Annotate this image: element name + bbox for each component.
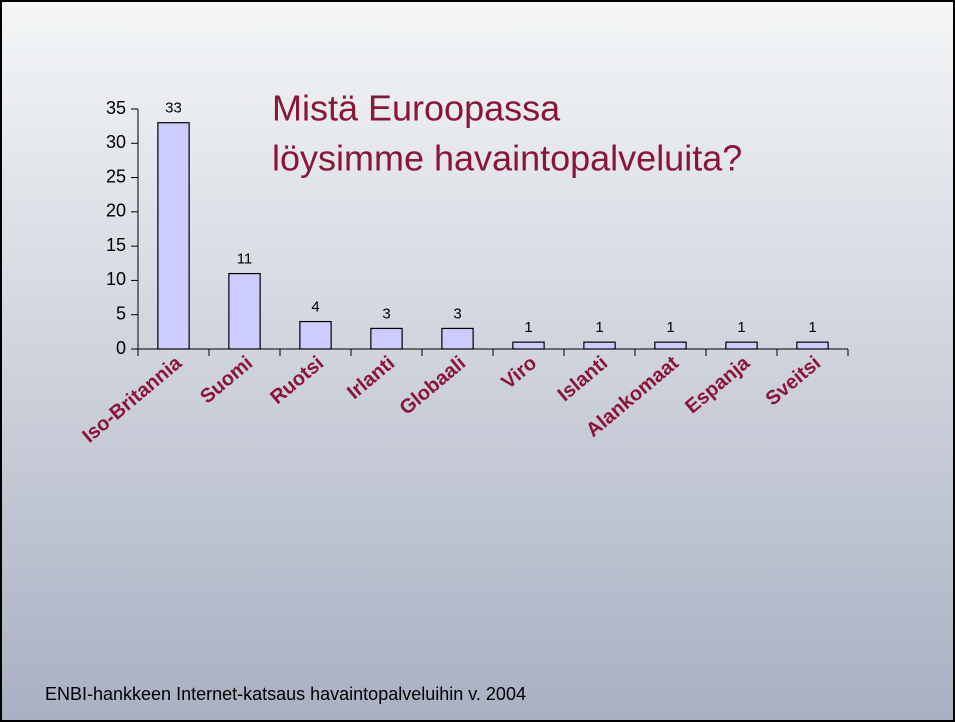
value-label: 11 <box>237 251 253 268</box>
value-label: 1 <box>808 319 816 336</box>
chart-title: löysimme havaintopalveluita? <box>272 138 742 179</box>
bar <box>370 327 403 350</box>
value-label: 3 <box>382 305 390 322</box>
value-label: 1 <box>666 319 674 336</box>
y-tick-label: 5 <box>116 303 126 323</box>
chart-title: Mistä Euroopassa <box>272 88 561 129</box>
bar <box>654 341 687 350</box>
y-tick-label: 15 <box>106 235 126 255</box>
y-tick-label: 25 <box>106 166 126 186</box>
bar <box>157 122 190 350</box>
value-label: 1 <box>524 319 532 336</box>
y-tick-label: 35 <box>106 98 126 118</box>
value-label: 4 <box>311 299 319 316</box>
value-label: 1 <box>737 319 745 336</box>
bar <box>512 341 545 350</box>
y-tick-label: 30 <box>106 132 126 152</box>
y-tick-label: 20 <box>106 201 126 221</box>
value-label: 33 <box>165 100 182 117</box>
bar <box>228 272 261 350</box>
y-tick-label: 0 <box>116 338 126 358</box>
source-note: ENBI-hankkeen Internet-katsaus havaintop… <box>45 684 526 704</box>
y-tick-label: 10 <box>106 269 126 289</box>
bar <box>583 341 616 350</box>
bar <box>299 320 332 350</box>
bar <box>441 327 474 350</box>
value-label: 3 <box>453 305 461 322</box>
bar <box>796 341 829 350</box>
bar <box>725 341 758 350</box>
value-label: 1 <box>595 319 603 336</box>
